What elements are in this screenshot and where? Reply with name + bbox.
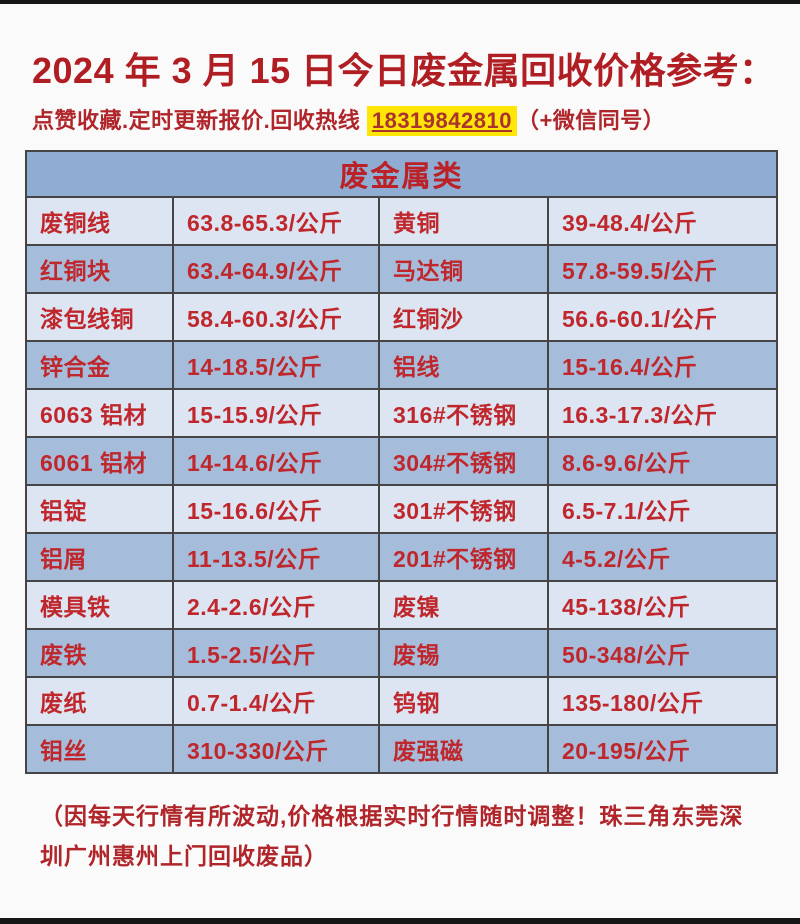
table-row: 废铜线 63.8-65.3/公斤 黄铜 39-48.4/公斤 bbox=[25, 196, 779, 247]
material-name-cell: 铝锭 bbox=[25, 484, 174, 535]
material-name-cell: 红铜沙 bbox=[378, 292, 549, 343]
price-cell: 0.7-1.4/公斤 bbox=[172, 676, 380, 727]
price-cell: 16.3-17.3/公斤 bbox=[546, 388, 779, 439]
price-cell: 57.8-59.5/公斤 bbox=[546, 244, 779, 295]
phone-number-link[interactable]: 18319842810 bbox=[366, 106, 517, 137]
material-name-cell: 模具铁 bbox=[25, 580, 174, 631]
material-name-cell: 漆包线铜 bbox=[25, 292, 174, 343]
page-content: 2024 年 3 月 15 日今日废金属回收价格参考： 点赞收藏.定时更新报价.… bbox=[24, 50, 800, 876]
bottom-border-bar bbox=[0, 918, 800, 924]
table-row: 锌合金 14-18.5/公斤 铝线 15-16.4/公斤 bbox=[25, 340, 779, 391]
material-name-cell: 废锡 bbox=[378, 628, 549, 679]
material-name-cell: 马达铜 bbox=[378, 244, 549, 295]
table-row: 钼丝 310-330/公斤 废强磁 20-195/公斤 bbox=[25, 724, 779, 775]
price-cell: 58.4-60.3/公斤 bbox=[172, 292, 380, 343]
table-row: 废纸 0.7-1.4/公斤 钨钢 135-180/公斤 bbox=[25, 676, 779, 727]
material-name-cell: 6063 铝材 bbox=[25, 388, 174, 439]
scrap-metal-price-table: 废金属类 废铜线 63.8-65.3/公斤 黄铜 39-48.4/公斤 红铜块 … bbox=[24, 150, 779, 775]
price-cell: 310-330/公斤 bbox=[172, 724, 380, 775]
price-cell: 8.6-9.6/公斤 bbox=[546, 436, 779, 487]
material-name-cell: 黄铜 bbox=[378, 196, 549, 247]
price-cell: 4-5.2/公斤 bbox=[546, 532, 779, 583]
material-name-cell: 201#不锈钢 bbox=[378, 532, 549, 583]
subtitle: 点赞收藏.定时更新报价.回收热线 18319842810 （+微信同号） bbox=[32, 105, 800, 137]
top-border-bar bbox=[0, 0, 800, 4]
material-name-cell: 6061 铝材 bbox=[25, 436, 174, 487]
footer-line-1: （因每天行情有所波动,价格根据实时行情随时调整！珠三角东莞深 bbox=[40, 803, 744, 830]
table-header-row: 废金属类 bbox=[24, 150, 779, 199]
price-cell: 15-16.4/公斤 bbox=[546, 340, 779, 391]
subtitle-suffix: （+微信同号） bbox=[516, 108, 666, 134]
subtitle-prefix: 点赞收藏.定时更新报价.回收热线 bbox=[32, 108, 367, 134]
page-title: 2024 年 3 月 15 日今日废金属回收价格参考： bbox=[32, 50, 776, 91]
material-name-cell: 铝屑 bbox=[25, 532, 174, 583]
price-cell: 6.5-7.1/公斤 bbox=[546, 484, 779, 535]
footer-line-2: 圳广州惠州上门回收废品） bbox=[40, 843, 328, 870]
table-row: 铝屑 11-13.5/公斤 201#不锈钢 4-5.2/公斤 bbox=[25, 532, 779, 583]
material-name-cell: 废铁 bbox=[25, 628, 174, 679]
table-row: 6063 铝材 15-15.9/公斤 316#不锈钢 16.3-17.3/公斤 bbox=[25, 388, 779, 439]
price-cell: 45-138/公斤 bbox=[546, 580, 779, 631]
material-name-cell: 锌合金 bbox=[25, 340, 174, 391]
table-row: 废铁 1.5-2.5/公斤 废锡 50-348/公斤 bbox=[25, 628, 779, 679]
price-cell: 135-180/公斤 bbox=[546, 676, 779, 727]
price-cell: 14-18.5/公斤 bbox=[172, 340, 380, 391]
price-cell: 2.4-2.6/公斤 bbox=[172, 580, 380, 631]
material-name-cell: 304#不锈钢 bbox=[378, 436, 549, 487]
material-name-cell: 废强磁 bbox=[378, 724, 549, 775]
price-cell: 63.4-64.9/公斤 bbox=[172, 244, 380, 295]
price-cell: 1.5-2.5/公斤 bbox=[172, 628, 380, 679]
table-row: 漆包线铜 58.4-60.3/公斤 红铜沙 56.6-60.1/公斤 bbox=[25, 292, 779, 343]
material-name-cell: 铝线 bbox=[378, 340, 549, 391]
material-name-cell: 301#不锈钢 bbox=[378, 484, 549, 535]
material-name-cell: 废纸 bbox=[25, 676, 174, 727]
price-cell: 39-48.4/公斤 bbox=[546, 196, 779, 247]
material-name-cell: 废镍 bbox=[378, 580, 549, 631]
price-cell: 20-195/公斤 bbox=[546, 724, 779, 775]
price-cell: 11-13.5/公斤 bbox=[172, 532, 380, 583]
price-cell: 63.8-65.3/公斤 bbox=[172, 196, 380, 247]
price-cell: 14-14.6/公斤 bbox=[172, 436, 380, 487]
footer-note: （因每天行情有所波动,价格根据实时行情随时调整！珠三角东莞深 圳广州惠州上门回收… bbox=[40, 796, 760, 876]
price-cell: 50-348/公斤 bbox=[546, 628, 779, 679]
table-header-title: 废金属类 bbox=[24, 150, 779, 199]
price-cell: 15-15.9/公斤 bbox=[172, 388, 380, 439]
table-row: 铝锭 15-16.6/公斤 301#不锈钢 6.5-7.1/公斤 bbox=[25, 484, 779, 535]
table-row: 红铜块 63.4-64.9/公斤 马达铜 57.8-59.5/公斤 bbox=[25, 244, 779, 295]
material-name-cell: 废铜线 bbox=[25, 196, 174, 247]
price-cell: 15-16.6/公斤 bbox=[172, 484, 380, 535]
price-cell: 56.6-60.1/公斤 bbox=[546, 292, 779, 343]
material-name-cell: 钨钢 bbox=[378, 676, 549, 727]
material-name-cell: 钼丝 bbox=[25, 724, 174, 775]
table-row: 模具铁 2.4-2.6/公斤 废镍 45-138/公斤 bbox=[25, 580, 779, 631]
material-name-cell: 红铜块 bbox=[25, 244, 174, 295]
table-row: 6061 铝材 14-14.6/公斤 304#不锈钢 8.6-9.6/公斤 bbox=[25, 436, 779, 487]
material-name-cell: 316#不锈钢 bbox=[378, 388, 549, 439]
